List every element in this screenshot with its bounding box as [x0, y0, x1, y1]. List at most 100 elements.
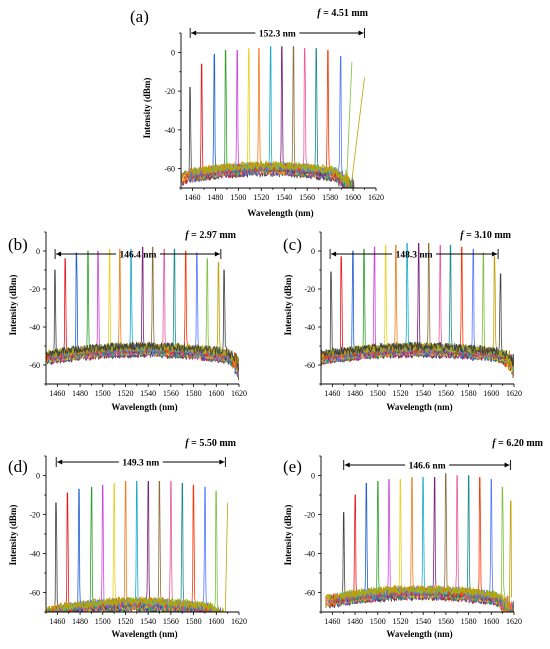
x-tick-label: 1520 [392, 617, 408, 626]
x-tick-label: 1560 [163, 617, 179, 626]
panel-label: (b) [8, 235, 28, 254]
y-tick-label: -40 [164, 126, 175, 135]
focal-length-symbol: f [185, 438, 190, 449]
span-arrowhead-left [191, 30, 197, 36]
x-axis-title: Wavelength (nm) [386, 629, 452, 639]
series-line [181, 77, 365, 188]
x-tick-label: 1460 [324, 617, 340, 626]
panel-label: (a) [130, 7, 149, 26]
y-tick-label: 0 [311, 472, 315, 481]
x-tick-label: 1500 [230, 193, 246, 202]
x-tick-label: 1480 [72, 389, 88, 398]
x-tick-label: 1480 [207, 193, 223, 202]
y-tick-label: -20 [29, 285, 40, 294]
x-tick-label: 1460 [49, 617, 65, 626]
y-tick-label: -20 [29, 511, 40, 520]
focal-length-value: = 2.97 mm [189, 230, 237, 241]
x-tick-label: 1500 [95, 617, 111, 626]
x-tick-label: 1580 [461, 389, 477, 398]
x-tick-label: 1540 [140, 617, 156, 626]
x-tick-label: 1480 [347, 617, 363, 626]
plot-area [46, 246, 239, 381]
y-tick-label: -40 [304, 550, 315, 559]
span-label: 149.3 nm [122, 459, 159, 469]
span-arrowhead-right [504, 462, 510, 468]
panel-d: 1460 1480 1500 1520 1540 1560 1580 1600 1620 0 -20… [8, 438, 247, 639]
series-line [325, 500, 512, 612]
y-tick-label: 0 [36, 247, 40, 256]
x-tick-label: 1600 [208, 389, 224, 398]
plot-area [321, 242, 514, 379]
span-arrowhead-left [344, 462, 350, 468]
panel-label: (d) [8, 457, 28, 476]
y-axis-title: Intensity (dBm) [283, 275, 293, 336]
series-line [332, 477, 502, 606]
series-line [51, 480, 213, 612]
x-tick-label: 1560 [438, 617, 454, 626]
series-line [46, 502, 229, 612]
y-tick-label: -20 [164, 87, 175, 96]
x-tick-label: 1580 [186, 617, 202, 626]
plot-area [46, 480, 229, 612]
x-axis-title: Wavelength (nm) [247, 208, 313, 218]
y-tick-label: -60 [304, 361, 315, 370]
x-tick-label: 1500 [370, 389, 386, 398]
focal-length-label: f = 4.51 mm [317, 8, 368, 19]
span-arrowhead-right [492, 251, 498, 257]
y-tick-label: -40 [304, 323, 315, 332]
x-tick-label: 1540 [415, 617, 431, 626]
focal-length-label: f = 6.20 mm [492, 438, 543, 449]
span-label: 146.4 nm [119, 251, 156, 261]
series-line [46, 269, 239, 371]
y-tick-label: 0 [171, 48, 175, 57]
span-arrowhead-left [56, 251, 62, 257]
focal-length-label: f = 5.50 mm [185, 438, 236, 449]
y-tick-label: -40 [29, 323, 40, 332]
x-tick-label: 1480 [72, 617, 88, 626]
y-tick-label: -60 [164, 165, 175, 174]
x-tick-label: 1600 [483, 617, 499, 626]
x-tick-label: 1620 [506, 617, 522, 626]
span-arrowhead-right [214, 251, 220, 257]
y-tick-label: -40 [29, 550, 40, 559]
focal-length-symbol: f [460, 230, 465, 241]
x-tick-label: 1540 [415, 389, 431, 398]
focal-length-symbol: f [317, 8, 322, 19]
panel-label: (e) [283, 457, 302, 476]
x-axis-title: Wavelength (nm) [111, 629, 177, 639]
y-tick-label: -60 [29, 361, 40, 370]
x-tick-label: 1540 [140, 389, 156, 398]
span-arrowhead-right [358, 30, 364, 36]
focal-length-value: = 3.10 mm [464, 230, 512, 241]
focal-length-value: = 6.20 mm [496, 438, 544, 449]
x-tick-label: 1580 [186, 389, 202, 398]
x-tick-label: 1460 [184, 193, 200, 202]
x-tick-label: 1460 [49, 389, 65, 398]
panel-label: (c) [283, 235, 302, 254]
x-tick-label: 1600 [208, 617, 224, 626]
y-axis-title: Intensity (dBm) [283, 505, 293, 566]
x-tick-label: 1500 [95, 389, 111, 398]
focal-length-value: = 5.50 mm [189, 438, 237, 449]
x-tick-label: 1500 [370, 617, 386, 626]
panel-e: 1460 1480 1500 1520 1540 1560 1580 1600 1620 0 -20… [283, 438, 544, 639]
y-axis-title: Intensity (dBm) [8, 505, 18, 566]
x-axis-title: Wavelength (nm) [111, 402, 177, 412]
panel-b: 1460 1480 1500 1520 1540 1560 1580 1600 1620 0 -20… [8, 230, 247, 412]
y-axis-title: Intensity (dBm) [8, 275, 18, 336]
x-tick-label: 1460 [324, 389, 340, 398]
x-tick-label: 1560 [163, 389, 179, 398]
series-line [51, 484, 215, 612]
x-tick-label: 1560 [299, 193, 315, 202]
span-arrowhead-left [331, 251, 337, 257]
focal-length-label: f = 2.97 mm [185, 230, 236, 241]
series-line [55, 480, 215, 612]
y-tick-label: 0 [36, 472, 40, 481]
focal-length-symbol: f [492, 438, 497, 449]
x-tick-label: 1600 [345, 193, 361, 202]
y-tick-label: -60 [304, 589, 315, 598]
span-label: 146.6 nm [409, 462, 446, 472]
focal-length-value: = 4.51 mm [321, 8, 369, 19]
plot-area [325, 473, 514, 612]
